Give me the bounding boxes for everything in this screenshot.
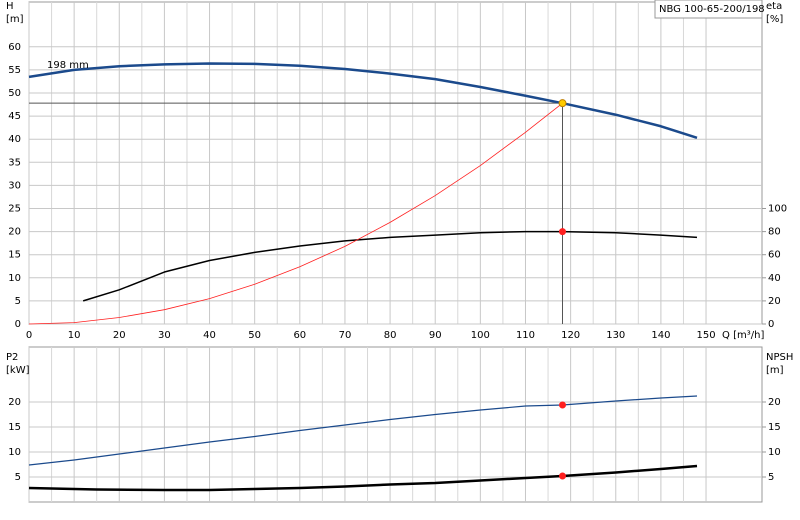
y-tick-label: 15 <box>8 250 21 261</box>
y2-tick-label: 100 <box>768 204 787 215</box>
y-tick-label: 5 <box>15 296 21 307</box>
x-tick-label: 90 <box>429 330 442 341</box>
x-tick-label: 140 <box>651 330 670 341</box>
y-tick-label: 45 <box>8 111 21 122</box>
x-tick-label: 130 <box>606 330 625 341</box>
x-tick-label: 80 <box>384 330 397 341</box>
y-tick-label: 15 <box>8 422 21 433</box>
plot-frame <box>28 1 763 325</box>
y2-tick-label: 10 <box>768 447 781 458</box>
operating-point <box>559 472 567 480</box>
y-tick-label: 35 <box>8 157 21 168</box>
y2-axis-label: [m] <box>766 365 784 376</box>
y2-tick-label: 15 <box>768 422 781 433</box>
y-tick-label: 30 <box>8 180 21 191</box>
y2-tick-label: 60 <box>768 250 781 261</box>
y-tick-label: 50 <box>8 88 21 99</box>
x-tick-label: 100 <box>471 330 490 341</box>
y2-axis-label: NPSH <box>766 352 793 363</box>
y-tick-label: 10 <box>8 447 21 458</box>
curve <box>28 102 563 325</box>
y2-tick-label: 80 <box>768 227 781 238</box>
y2-tick-label: 20 <box>768 397 781 408</box>
y-tick-label: 40 <box>8 134 21 145</box>
x-axis-label: Q [m³/h] <box>722 330 764 341</box>
plot-frame <box>28 346 763 503</box>
y-axis-label: H <box>6 1 14 12</box>
operating-point <box>558 99 567 108</box>
x-tick-label: 50 <box>248 330 261 341</box>
y-tick-label: 0 <box>15 319 21 330</box>
curve-label: 198 mm <box>47 60 89 71</box>
operating-point <box>559 401 567 409</box>
x-tick-label: 40 <box>203 330 216 341</box>
y-tick-label: 60 <box>8 42 21 53</box>
curve <box>28 62 698 140</box>
y-axis-label: P2 <box>6 352 18 363</box>
y2-tick-label: 0 <box>768 319 774 330</box>
y2-axis-label: [%] <box>766 14 783 25</box>
y-tick-label: 25 <box>8 204 21 215</box>
curve <box>28 395 698 466</box>
y-tick-label: 55 <box>8 65 21 76</box>
curve <box>82 230 698 302</box>
x-tick-label: 60 <box>293 330 306 341</box>
x-tick-label: 30 <box>158 330 171 341</box>
y2-tick-label: 40 <box>768 273 781 284</box>
x-tick-label: 70 <box>339 330 352 341</box>
x-tick-label: 110 <box>516 330 535 341</box>
y2-axis-label: eta <box>766 1 782 12</box>
y-tick-label: 5 <box>15 472 21 483</box>
y-axis-label: [kW] <box>6 365 30 376</box>
y2-tick-label: 5 <box>768 472 774 483</box>
x-tick-label: 150 <box>696 330 715 341</box>
y-tick-label: 20 <box>8 397 21 408</box>
curve <box>28 464 698 492</box>
y-tick-label: 20 <box>8 227 21 238</box>
operating-point <box>559 228 567 236</box>
chart-title: NBG 100-65-200/198 <box>659 4 765 15</box>
x-tick-label: 0 <box>26 330 32 341</box>
y-tick-label: 10 <box>8 273 21 284</box>
x-tick-label: 120 <box>561 330 580 341</box>
y-axis-label: [m] <box>6 14 24 25</box>
y2-tick-label: 20 <box>768 296 781 307</box>
title-box <box>654 0 763 19</box>
x-tick-label: 10 <box>68 330 81 341</box>
x-tick-label: 20 <box>113 330 126 341</box>
